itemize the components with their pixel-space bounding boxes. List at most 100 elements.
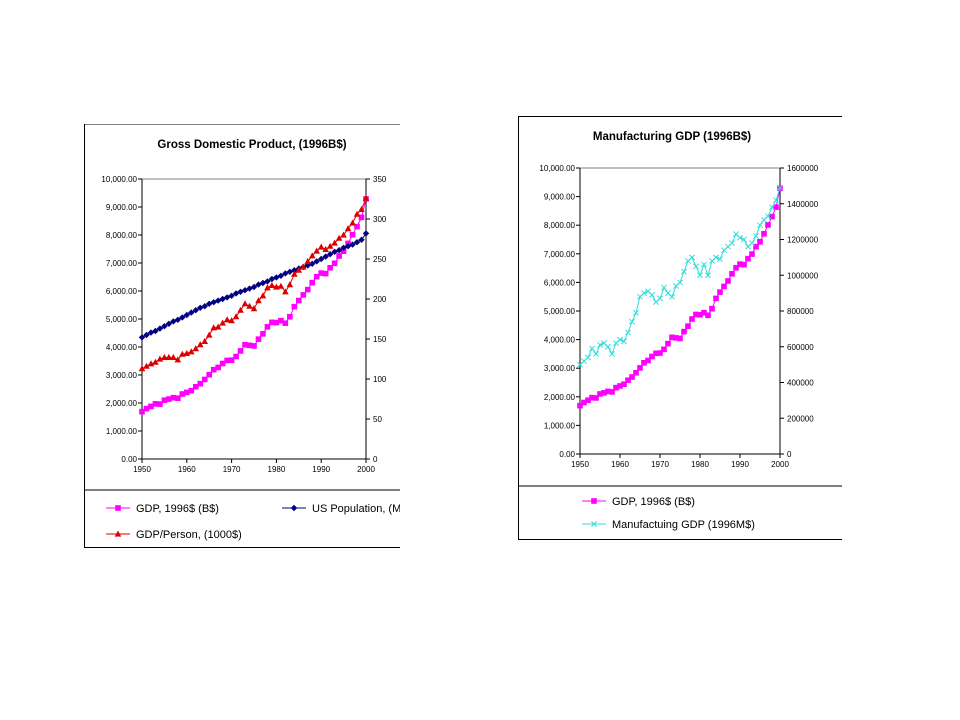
- data-point: [165, 320, 173, 327]
- data-point: [299, 263, 307, 270]
- data-point: [589, 394, 595, 401]
- data-point: [188, 309, 195, 316]
- data-point: [617, 383, 623, 389]
- data-point: [693, 311, 699, 318]
- x-tick-label: 1960: [611, 460, 629, 469]
- data-point: [309, 260, 316, 267]
- data-point: [697, 272, 703, 279]
- data-point: [250, 305, 258, 312]
- data-point: [625, 329, 631, 336]
- data-point: [597, 342, 603, 348]
- data-point: [649, 353, 655, 360]
- data-point: [349, 241, 356, 248]
- data-point: [143, 362, 150, 369]
- x-tick-label: 1990: [312, 465, 330, 474]
- data-point: [188, 387, 195, 394]
- y-right-tick-label: 250: [373, 255, 387, 264]
- legend-label: GDP, 1996$ (B$): [136, 503, 219, 515]
- data-point: [197, 380, 204, 387]
- data-point: [147, 360, 155, 367]
- data-point: [693, 263, 699, 270]
- data-point: [629, 374, 635, 380]
- data-point: [282, 288, 289, 295]
- legend-marker: [591, 521, 597, 527]
- data-point: [161, 397, 168, 403]
- data-point: [179, 391, 186, 397]
- y-left-tick-label: 6,000.00: [106, 287, 138, 296]
- data-point: [717, 289, 723, 295]
- data-point: [358, 205, 365, 212]
- data-point: [224, 357, 230, 364]
- data-point: [681, 328, 687, 335]
- data-point: [613, 384, 619, 391]
- data-point: [269, 319, 275, 326]
- data-point: [633, 309, 639, 316]
- data-point: [669, 293, 675, 300]
- data-point: [205, 331, 213, 338]
- data-point: [152, 358, 159, 365]
- data-point: [210, 366, 217, 373]
- data-point: [657, 295, 663, 302]
- data-point: [156, 325, 164, 332]
- data-point: [174, 316, 182, 323]
- data-point: [161, 353, 168, 360]
- data-point: [673, 335, 679, 341]
- data-point: [362, 230, 370, 237]
- data-point: [761, 230, 767, 237]
- data-point: [192, 345, 200, 352]
- data-point: [677, 335, 683, 342]
- data-point: [593, 395, 599, 401]
- data-point: [296, 297, 302, 304]
- data-point: [174, 356, 182, 363]
- x-tick-label: 2000: [771, 460, 789, 469]
- data-point: [233, 353, 239, 360]
- data-point: [152, 401, 159, 407]
- data-point: [143, 331, 150, 339]
- data-point: [633, 369, 639, 376]
- chart-title: Manufacturing GDP (1996B$): [593, 131, 751, 143]
- data-point: [657, 350, 663, 356]
- series-1: [577, 185, 783, 409]
- data-point: [649, 291, 655, 298]
- y-left-tick-label: 2,000.00: [106, 399, 138, 408]
- data-point: [713, 254, 719, 261]
- data-point: [685, 323, 691, 329]
- data-point: [295, 266, 303, 273]
- chart-title: Gross Domestic Product, (1996B$): [157, 139, 346, 151]
- data-point: [709, 305, 715, 312]
- data-point: [228, 292, 235, 299]
- legend-label: US Population, (M: [312, 503, 400, 515]
- data-point: [183, 349, 191, 356]
- data-point: [322, 245, 329, 252]
- data-point: [313, 247, 321, 254]
- y-right-tick-label: 1200000: [787, 236, 819, 245]
- data-point: [165, 353, 173, 360]
- data-point: [358, 236, 365, 243]
- data-point: [327, 264, 333, 271]
- data-point: [617, 336, 623, 343]
- data-point: [277, 282, 285, 289]
- x-tick-label: 1970: [223, 465, 241, 474]
- data-point: [629, 318, 635, 325]
- data-point: [241, 300, 249, 307]
- data-point: [264, 278, 271, 285]
- data-point: [255, 297, 262, 304]
- y-right-tick-label: 100: [373, 375, 387, 384]
- data-point: [362, 194, 370, 201]
- data-point: [645, 357, 651, 364]
- data-point: [581, 399, 587, 406]
- data-point: [741, 236, 747, 243]
- data-point: [737, 261, 743, 267]
- data-point: [152, 327, 159, 335]
- data-point: [717, 256, 723, 263]
- series-1: [139, 196, 369, 415]
- y-left-tick-label: 4,000.00: [544, 336, 576, 345]
- data-point: [322, 253, 329, 260]
- data-point: [597, 391, 603, 397]
- y-right-tick-label: 1000000: [787, 271, 819, 280]
- data-point: [170, 353, 177, 360]
- data-point: [609, 350, 615, 357]
- data-point: [601, 389, 607, 396]
- data-point: [291, 270, 298, 277]
- data-point: [605, 388, 611, 395]
